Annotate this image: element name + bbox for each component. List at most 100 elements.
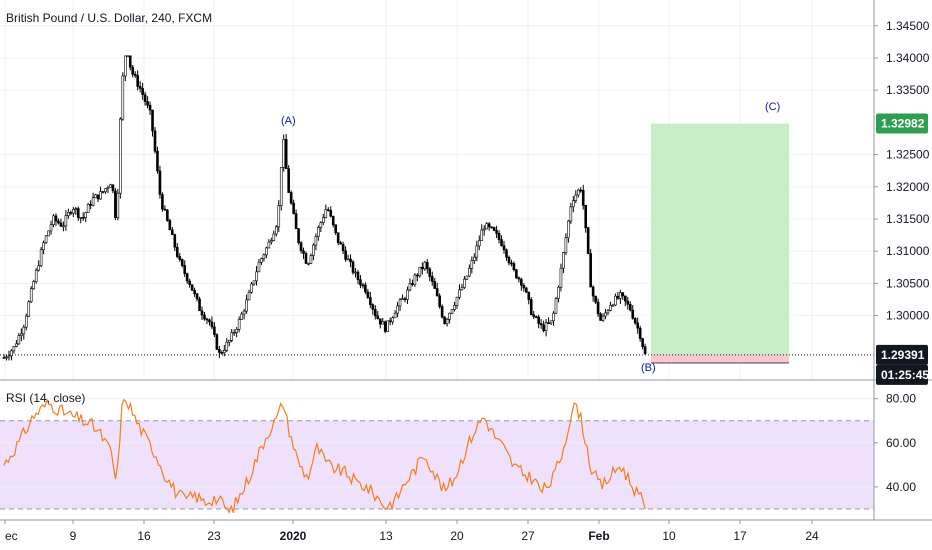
candle-body [416,274,419,277]
candle-body [104,188,107,193]
candle-body [2,357,6,359]
candle-body [299,242,303,251]
candle-body [42,242,45,251]
candle-body [468,268,471,277]
price-axis[interactable]: 1.34500 1.34000 1.33500 1.32500 1.32000 1.315… [874,19,930,323]
candle-body [59,222,63,227]
candle-body [502,245,506,251]
candle-body [250,283,253,293]
candle-body [64,215,68,227]
candle-body [227,340,231,343]
candle-body [240,313,243,320]
candle-body [185,273,189,282]
time-tick-label: 2020 [280,529,307,543]
candle-body [631,309,635,319]
stop-zone[interactable] [651,354,789,364]
target-zone[interactable] [651,123,789,355]
candle-body [34,269,38,282]
candle-body [606,310,610,314]
price-tick-label: 1.34000 [886,51,930,65]
candle-body [109,184,112,188]
candle-body [562,252,565,269]
candle-body [163,208,167,211]
candle-body [72,209,75,214]
candle-body [232,332,236,334]
candle-body [267,241,271,249]
rsi-legend[interactable]: RSI (14, close) [6,391,85,405]
candle-body [91,197,95,206]
candle-body [141,88,144,95]
candle-body [284,139,288,170]
candle-body [507,256,511,264]
candle-body [448,312,451,320]
main-grid [0,0,874,380]
target-price-badge: 1.32982 [876,113,928,134]
candle-body [158,170,162,195]
candle-body [52,215,55,225]
candle-body [106,186,110,189]
candle-body [532,314,536,317]
last-price-badge: 1.29391 [876,344,928,365]
candle-body [633,318,637,324]
candle-body [329,209,333,217]
candle-body [131,66,135,75]
candle-body [279,166,283,207]
time-axis[interactable]: ec 9 16 23 2020 13 20 27 Feb 10 17 24 [4,520,819,543]
candle-body [22,326,26,335]
candle-body [626,300,630,305]
candle-body [326,209,330,211]
candle-body [89,204,92,206]
candle-body [237,319,241,330]
candle-body [450,309,454,314]
candle-body [460,287,464,291]
candle-body [359,279,362,286]
candle-body [101,191,105,193]
candle-body [57,220,60,224]
candle-body [621,292,625,297]
candle-body [601,315,605,321]
price-tick-label: 1.30500 [886,276,930,290]
candle-body [505,249,508,258]
candle-body [542,324,545,332]
candle-body [317,227,320,237]
time-tick-label: 17 [733,529,747,543]
rsi-axis[interactable]: 80.00 60.00 40.00 [874,392,916,494]
symbol-legend[interactable]: British Pound / U.S. Dollar, 240, FXCM [6,11,212,25]
candle-body [307,263,310,265]
candle-body [20,333,23,336]
candle-body [312,244,315,256]
candle-body [371,304,375,310]
candle-body [351,261,355,273]
candle-body [510,262,513,265]
candle-body [378,318,382,325]
candle-body [76,208,80,218]
wave-label-b: (B) [641,362,656,374]
candle-body [495,230,498,234]
candle-body [319,222,323,228]
candle-body [584,205,587,229]
candle-body [54,215,58,222]
time-tick-label: 10 [662,529,676,543]
candle-body [247,291,251,301]
time-tick-label: ec [5,529,18,543]
rsi-tick-label: 80.00 [886,392,916,406]
countdown-badge: 01:25:45 [876,364,929,385]
candle-body [336,232,340,243]
candle-body [10,350,13,357]
candle-body [180,259,184,266]
candle-body [383,321,387,332]
candle-body [292,202,295,214]
candle-body [576,189,580,196]
candle-body [614,295,617,306]
candles [2,55,647,361]
candle-body [15,343,18,347]
candle-body [527,291,531,300]
candle-body [274,226,278,235]
candle-body [225,341,229,351]
time-tick-label: 23 [207,529,221,543]
candle-body [423,261,427,270]
candle-body [396,305,399,314]
candle-body [364,284,367,293]
candle-body [433,281,437,289]
